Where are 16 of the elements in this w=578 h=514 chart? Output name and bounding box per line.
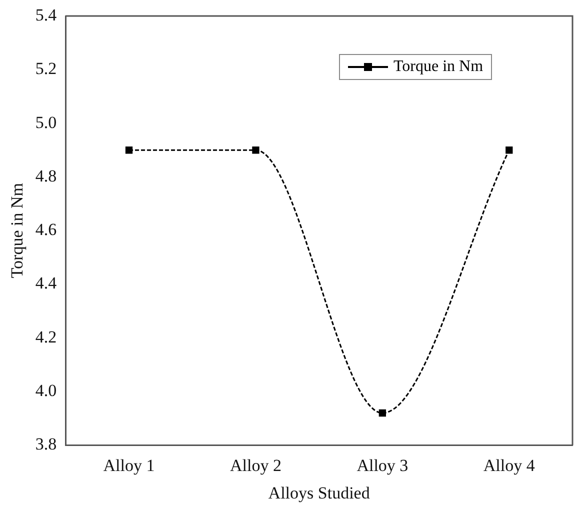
x-tick-label: Alloy 4 [483,456,536,475]
x-tick-label: Alloy 2 [230,456,282,475]
y-axis-title: Torque in Nm [8,183,27,278]
y-tick-label: 5.4 [35,5,58,24]
legend-label: Torque in Nm [394,58,484,76]
x-tick-label: Alloy 3 [356,456,408,475]
y-tick-label: 5.2 [35,59,57,78]
y-tick-label: 4.0 [35,381,57,400]
y-tick-label: 3.8 [35,434,57,454]
y-tick-label: 4.8 [35,166,57,186]
x-axis-title: Alloys Studied [268,483,370,502]
y-tick-label: 4.6 [35,220,57,240]
x-tick-label: Alloy 1 [103,456,155,475]
y-tick-label: 5.0 [35,112,57,132]
y-tick-label: 4.2 [35,327,57,346]
y-tick-label: 4.4 [35,274,58,293]
